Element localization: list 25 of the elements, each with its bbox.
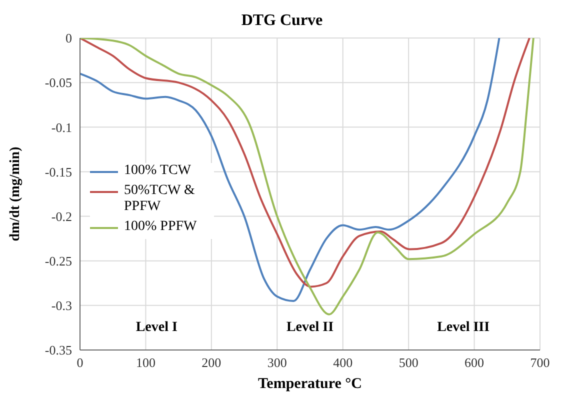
y-tick-label: 0 [66,30,72,46]
x-tick-label: 400 [333,355,353,370]
y-tick-label: -0.05 [44,75,72,90]
x-tick-label: 600 [464,355,484,370]
x-tick-label: 0 [76,355,84,370]
x-tick-label: 300 [267,355,287,370]
annotation: Level III [436,320,491,336]
y-tick-label: -0.1 [51,120,72,135]
chart-title: DTG Curve [240,12,324,30]
annotation: Level II [285,320,335,336]
x-axis-title: Temperature °C [258,376,362,392]
x-tick-label: 200 [202,355,222,370]
annotation: Level I [134,320,178,336]
y-tick-label: -0.35 [44,342,72,358]
x-tick-label: 500 [398,355,418,370]
x-tick-label: 700 [530,355,550,370]
legend-label: 100% PPFW [124,218,197,235]
x-tick-label: 100 [136,355,156,370]
y-tick-label: -0.3 [51,298,72,314]
legend-label: 50%TCW & PPFW [124,182,196,215]
legend-label: 100% TCW [124,162,192,179]
y-tick-label: -0.15 [44,164,72,180]
y-tick-label: -0.2 [51,208,72,224]
y-tick-label: -0.25 [44,253,72,268]
y-axis-title: dm/dt (mg/min) [8,146,23,242]
